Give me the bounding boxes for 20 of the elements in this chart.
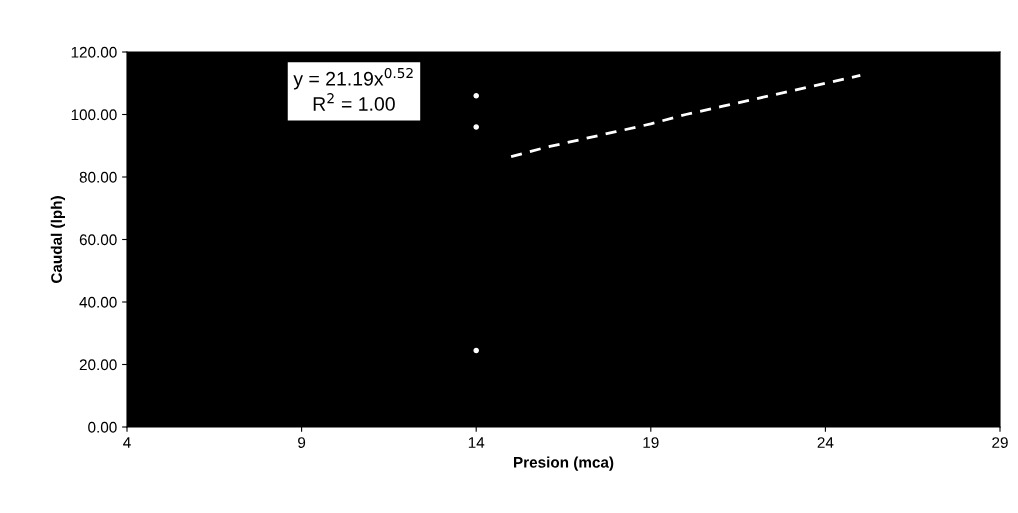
x-tick-label: 14 [468, 437, 485, 448]
x-tick-label: 4 [123, 437, 131, 448]
point [473, 124, 479, 130]
y-tick-label: 60.00 [79, 234, 117, 246]
x-tick-label: 19 [643, 437, 659, 448]
x-axis-title: Presion (mca) [514, 456, 614, 471]
point [473, 347, 479, 354]
y-tick-label: 0.00 [88, 421, 117, 433]
line-series [509, 74, 862, 159]
text: y = 21.19x$^{0.52}$ R$^{2}$ = 1.00 [293, 67, 413, 111]
y-tick-label: 20.00 [79, 359, 117, 371]
x-tick-label: 29 [992, 437, 1008, 448]
y-tick-label: 120.00 [71, 46, 117, 58]
y-tick-label: 80.00 [79, 171, 117, 183]
x-tick-label: 9 [298, 437, 306, 448]
y-tick-label: 100.00 [71, 109, 117, 121]
point [473, 92, 479, 99]
y-tick-label: 40.00 [79, 296, 117, 308]
x-tick-label: 24 [817, 437, 834, 448]
y-axis-title: Caudal (lph) [50, 196, 65, 283]
